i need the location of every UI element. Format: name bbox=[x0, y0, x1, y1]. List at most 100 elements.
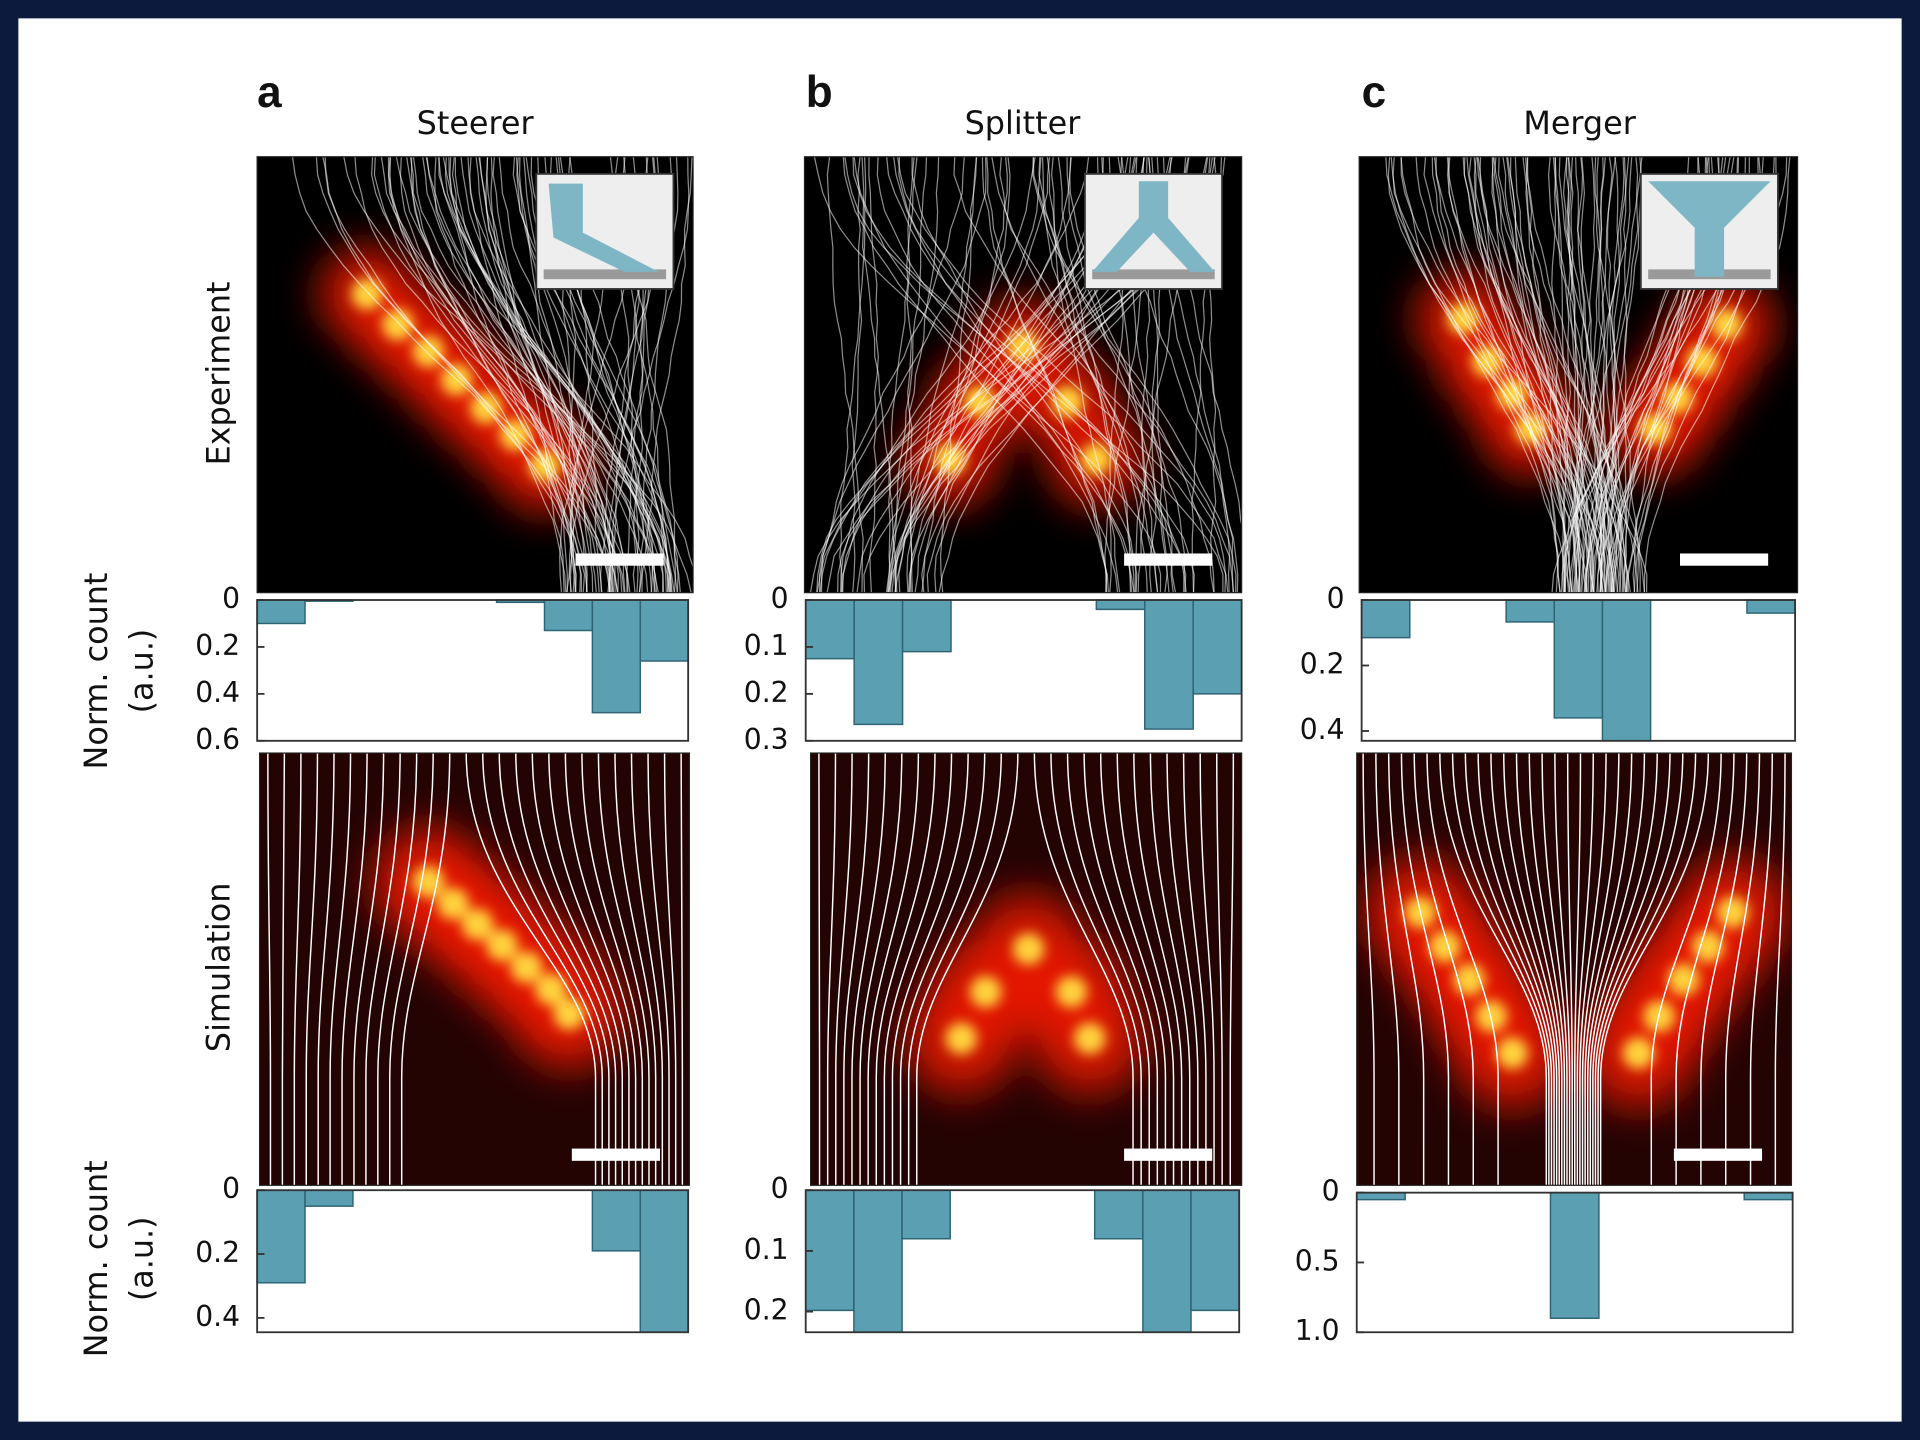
y-tick-label: 0.1 bbox=[744, 1233, 789, 1266]
inset bbox=[1083, 172, 1223, 290]
image-panel bbox=[257, 156, 694, 593]
trajectory bbox=[1385, 156, 1595, 593]
y-tick-label: 0.2 bbox=[744, 1294, 789, 1327]
plot-frame bbox=[804, 599, 1243, 742]
bar bbox=[256, 599, 306, 625]
trajectory bbox=[898, 156, 1072, 593]
trajectory bbox=[485, 156, 588, 593]
trajectory bbox=[953, 156, 1227, 593]
histogram: 0 0.2 0.4 0.6 Norm. count (a.u.) bbox=[77, 573, 690, 770]
panel-label: a bbox=[257, 68, 282, 117]
streamline bbox=[1166, 753, 1199, 1186]
trajectory bbox=[1493, 156, 1639, 593]
particle bbox=[1080, 443, 1112, 476]
bar bbox=[1142, 1189, 1192, 1333]
streamline bbox=[1050, 753, 1142, 1186]
image-panel bbox=[810, 753, 1242, 1186]
streamline bbox=[329, 753, 352, 1186]
trajectory bbox=[826, 156, 864, 593]
streamline bbox=[1083, 753, 1159, 1186]
trajectory bbox=[1473, 156, 1604, 593]
streamline bbox=[1116, 753, 1175, 1186]
image-border bbox=[256, 156, 694, 594]
trajectory bbox=[1066, 156, 1170, 593]
trajectory bbox=[410, 156, 600, 593]
bar bbox=[1549, 1191, 1600, 1320]
streamline bbox=[1426, 753, 1499, 1186]
scale-bar bbox=[1124, 1148, 1213, 1161]
histogram: 0 0.1 0.2 bbox=[744, 1172, 1241, 1334]
trajectory bbox=[1038, 156, 1159, 593]
streamline bbox=[867, 753, 920, 1186]
trajectory bbox=[911, 156, 1138, 593]
histogram: 0 0.2 0.4 Norm. count (a.u.) bbox=[77, 1160, 690, 1357]
bar bbox=[256, 1189, 306, 1284]
trajectory bbox=[844, 156, 1224, 593]
streamline bbox=[1033, 753, 1134, 1186]
y-tick-label: 0.3 bbox=[744, 723, 789, 756]
particle bbox=[963, 385, 996, 418]
trajectory bbox=[851, 156, 863, 593]
particle bbox=[486, 929, 518, 962]
trajectory bbox=[426, 156, 626, 593]
streamline bbox=[1554, 753, 1571, 1186]
bar bbox=[1144, 599, 1194, 730]
y-axis-label: (a.u.) bbox=[122, 629, 160, 714]
streamline bbox=[1574, 753, 1582, 1186]
particle bbox=[1667, 963, 1700, 996]
streamline bbox=[1199, 753, 1215, 1186]
particle bbox=[1496, 1037, 1529, 1069]
trajectory bbox=[840, 156, 1036, 593]
y-tick-label: 0.2 bbox=[195, 1236, 240, 1269]
streamline bbox=[1774, 753, 1786, 1186]
bar bbox=[853, 599, 904, 726]
particle bbox=[510, 951, 543, 984]
trajectory bbox=[1589, 156, 1630, 593]
streamline bbox=[614, 753, 657, 1186]
trajectory bbox=[853, 156, 1135, 593]
streamline bbox=[1515, 753, 1563, 1186]
bar bbox=[901, 599, 952, 653]
trajectory bbox=[1567, 156, 1587, 593]
trajectory bbox=[852, 156, 1185, 593]
streamline bbox=[498, 753, 610, 1186]
streamline bbox=[1182, 753, 1207, 1186]
bar bbox=[853, 1189, 903, 1333]
y-tick-label: 0.4 bbox=[195, 676, 240, 709]
streamline bbox=[281, 753, 286, 1186]
trajectory bbox=[475, 156, 629, 593]
trajectory bbox=[986, 156, 1108, 593]
streamline bbox=[1099, 753, 1167, 1186]
trajectory bbox=[898, 156, 1187, 593]
particle bbox=[1051, 385, 1084, 418]
trajectory bbox=[425, 156, 694, 569]
trajectory bbox=[910, 156, 978, 593]
y-axis-label: (a.u.) bbox=[122, 1216, 160, 1301]
streamline bbox=[875, 753, 936, 1186]
bar bbox=[1093, 1189, 1144, 1240]
trajectory bbox=[981, 156, 1107, 593]
bar bbox=[1743, 1191, 1794, 1201]
streamline bbox=[1597, 753, 1697, 1186]
trajectory bbox=[839, 156, 867, 593]
streamline bbox=[1149, 753, 1191, 1186]
streamline bbox=[267, 753, 272, 1186]
trajectory bbox=[1623, 156, 1628, 593]
particle bbox=[461, 908, 494, 941]
trajectory bbox=[1400, 156, 1567, 593]
streamline bbox=[1451, 753, 1550, 1186]
trajectory bbox=[1506, 156, 1582, 593]
streamline bbox=[597, 753, 650, 1186]
y-axis-label: Norm. count bbox=[77, 573, 115, 770]
image-border bbox=[258, 752, 690, 1186]
streamline bbox=[1229, 753, 1235, 1186]
streamline bbox=[818, 753, 821, 1186]
trajectory bbox=[1497, 156, 1639, 593]
y-axis-label: Norm. count bbox=[77, 1160, 115, 1357]
trajectory bbox=[1599, 156, 1639, 593]
trajectory bbox=[861, 156, 898, 593]
y-tick-label: 0 bbox=[222, 1172, 240, 1205]
bar bbox=[1746, 599, 1796, 614]
bar bbox=[1190, 1189, 1240, 1312]
